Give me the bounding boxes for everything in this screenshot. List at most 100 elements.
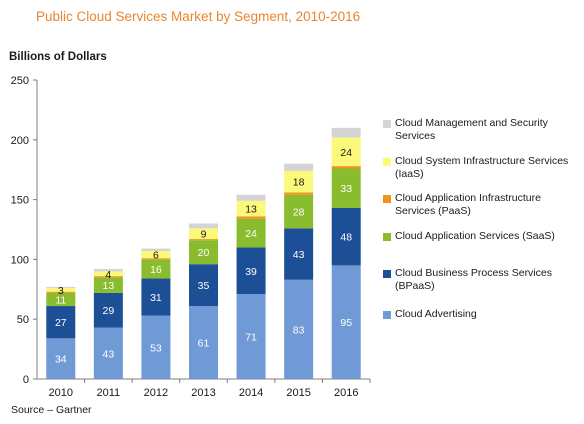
legend-label: Cloud System Infrastructure Services (Iaa… xyxy=(395,155,569,180)
bar-segment xyxy=(93,277,123,293)
bar-value-label: 24 xyxy=(245,228,257,240)
bar-value-label: 34 xyxy=(55,354,67,366)
bar-value-label: 43 xyxy=(293,249,305,261)
x-tick-label: 2014 xyxy=(239,387,263,399)
bar-segment xyxy=(284,228,314,280)
bar-segment xyxy=(93,276,123,278)
legend-swatch xyxy=(383,270,391,278)
bar-value-label: 61 xyxy=(198,338,210,350)
bar-segment xyxy=(284,279,314,379)
bar-value-label: 16 xyxy=(150,264,162,276)
legend-label: Cloud Application Infrastructure Services… xyxy=(395,192,541,217)
bar-segment xyxy=(331,166,361,169)
bar-segment xyxy=(46,286,76,289)
legend-label: Cloud Advertising xyxy=(395,308,477,320)
bar-segment xyxy=(284,192,314,195)
x-tick-label: 2011 xyxy=(97,387,121,399)
bar-segment xyxy=(141,259,171,279)
bar-segment xyxy=(189,240,218,265)
chart-title: Public Cloud Services Market by Segment,… xyxy=(36,9,361,24)
bar-value-label: 3 xyxy=(58,285,64,297)
bar-segment xyxy=(46,338,76,379)
x-tick-label: 2016 xyxy=(334,387,358,399)
bar-value-label: 35 xyxy=(198,280,210,292)
bar-value-label: 13 xyxy=(245,204,257,216)
y-axis-units-label: Billions of Dollars xyxy=(9,51,107,63)
bar-value-label: 95 xyxy=(340,317,352,329)
bar-segment xyxy=(46,292,76,307)
x-tick-label: 2012 xyxy=(144,387,168,399)
legend-swatch xyxy=(383,120,391,128)
x-tick-label: 2010 xyxy=(49,387,73,399)
legend-swatch xyxy=(383,311,391,319)
bar-value-label: 28 xyxy=(293,207,305,219)
source-note: Source – Gartner xyxy=(11,404,92,416)
legend-swatch xyxy=(383,233,391,241)
legend-label: Cloud Management and Security Services xyxy=(395,117,548,142)
bar-segment xyxy=(46,306,76,339)
bar-segment xyxy=(236,247,266,295)
bar-segment xyxy=(189,223,218,229)
chart-value-labels: 3427113432913453311666135209713924138343… xyxy=(55,147,352,366)
bar-segment xyxy=(236,200,266,217)
bar-segment xyxy=(46,291,76,293)
bar-segment xyxy=(331,168,361,208)
y-tick-label: 100 xyxy=(11,254,29,266)
bar-segment xyxy=(93,271,123,277)
y-tick-label: 150 xyxy=(11,195,29,207)
bar-segment xyxy=(284,194,314,229)
bar-value-label: 11 xyxy=(55,294,66,306)
y-tick-label: 50 xyxy=(17,314,29,326)
bar-value-label: 53 xyxy=(150,342,162,354)
bar-segment xyxy=(331,207,361,266)
y-tick-label: 250 xyxy=(11,75,29,87)
bar-value-label: 27 xyxy=(55,317,67,329)
bar-value-label: 24 xyxy=(340,147,352,159)
bar-value-label: 9 xyxy=(201,229,207,241)
bar-value-label: 4 xyxy=(105,269,111,281)
bar-segment xyxy=(93,268,123,272)
bar-segment xyxy=(189,264,218,307)
chart-bars xyxy=(46,127,361,379)
legend-label: Cloud Application Services (SaaS) xyxy=(395,230,555,242)
legend-swatch xyxy=(383,195,391,203)
bar-value-label: 39 xyxy=(245,266,257,278)
bar-value-label: 48 xyxy=(340,232,352,244)
x-tick-label: 2015 xyxy=(286,387,310,399)
bar-segment xyxy=(93,327,123,379)
bar-value-label: 6 xyxy=(153,250,159,262)
bar-value-label: 33 xyxy=(340,183,352,195)
bar-segment xyxy=(284,170,314,193)
bar-segment xyxy=(93,292,123,328)
legend-label: Cloud Business Process Services (BPaaS) xyxy=(395,267,552,292)
bar-segment xyxy=(141,278,171,316)
y-tick-label: 0 xyxy=(23,374,29,386)
bar-segment xyxy=(189,306,218,379)
bar-segment xyxy=(331,127,361,138)
bar-value-label: 13 xyxy=(103,280,115,292)
x-tick-label: 2013 xyxy=(191,387,215,399)
bar-value-label: 20 xyxy=(198,247,210,259)
bar-value-label: 83 xyxy=(293,324,305,336)
bar-segment xyxy=(236,216,266,219)
bar-segment xyxy=(189,228,218,240)
bar-segment xyxy=(331,265,361,379)
bar-value-label: 71 xyxy=(245,332,257,344)
bar-value-label: 31 xyxy=(150,292,162,304)
bar-segment xyxy=(236,194,266,201)
bar-segment xyxy=(236,294,266,379)
bar-segment xyxy=(331,137,361,167)
y-tick-label: 200 xyxy=(11,135,29,147)
bar-value-label: 18 xyxy=(293,177,305,189)
bar-value-label: 29 xyxy=(103,305,115,317)
bar-segment xyxy=(141,315,171,379)
bar-segment xyxy=(236,218,266,248)
bar-segment xyxy=(141,248,171,252)
bar-segment xyxy=(284,163,314,171)
legend-swatch xyxy=(383,158,391,166)
bar-segment xyxy=(141,251,171,259)
bar-segment xyxy=(46,288,76,292)
bar-segment xyxy=(141,258,171,260)
